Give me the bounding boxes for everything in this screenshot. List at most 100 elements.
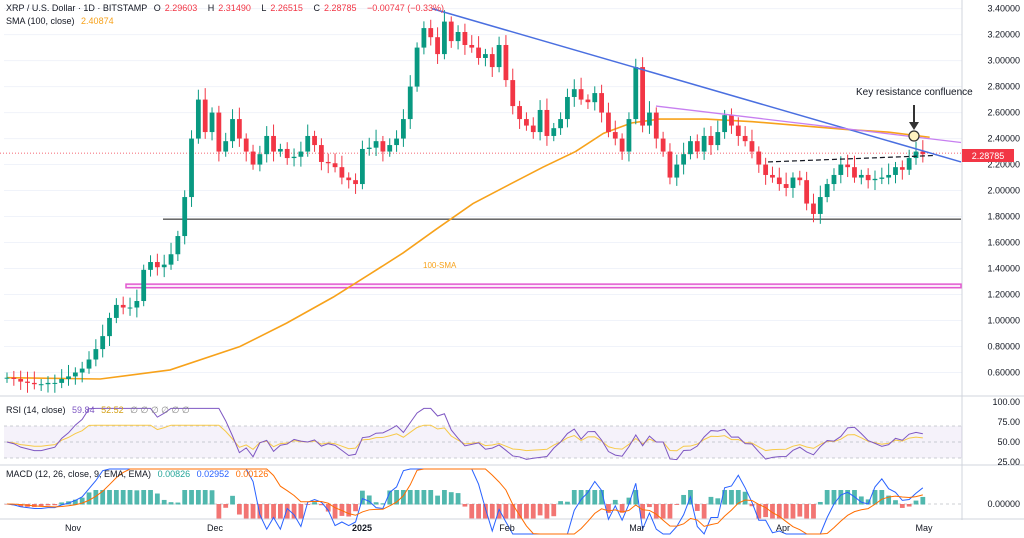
macd-hist-bar (489, 504, 495, 519)
neckline-dashed (767, 154, 936, 163)
candle-body (31, 382, 37, 385)
candle-body (640, 67, 646, 126)
candle-body (448, 21, 454, 42)
candle-body (790, 177, 796, 188)
macd-hist-bar (455, 493, 461, 505)
candle-body (524, 119, 529, 126)
change-value: −0.00747 (−0.33%) (367, 3, 445, 13)
candle-body (100, 336, 106, 350)
candle-body (4, 377, 10, 379)
macd-hist-bar (148, 490, 153, 505)
macd-hist-bar (742, 491, 748, 505)
macd-hist-bar (141, 490, 147, 505)
y-tick-label: 1.40000 (987, 264, 1020, 274)
candle-body (858, 174, 864, 178)
rsi-ma-line (6, 424, 923, 452)
macd-hist-bar (312, 502, 317, 505)
y-tick-label: 3.00000 (987, 56, 1020, 66)
macd-hist-bar (626, 497, 632, 505)
candle-body (804, 180, 810, 204)
rsi-tick-label: 50.00 (997, 437, 1020, 447)
candle-body (455, 31, 461, 42)
candle-body (776, 177, 782, 185)
rsi-line (6, 407, 923, 461)
candle-body (571, 89, 577, 97)
candle-body (236, 119, 242, 139)
macd-hist-bar (216, 504, 222, 519)
macd-legend-label: MACD (12, 26, close, 9, EMA, EMA) (6, 469, 152, 479)
macd-hist-bar (346, 504, 352, 517)
macd-hist-bar (154, 493, 160, 505)
candle-body (189, 138, 194, 198)
macd-hist-bar (18, 504, 24, 507)
x-tick-label: May (915, 523, 933, 533)
rsi-ma-value: 52.52 (101, 405, 124, 415)
candle-body (599, 93, 604, 113)
candle-body (243, 138, 249, 152)
candle-body (647, 112, 652, 126)
macd-hist-bar (264, 504, 270, 519)
candle-body (346, 177, 352, 181)
candle-body (517, 106, 522, 120)
macd-hist-bar (401, 490, 406, 505)
candle-body (681, 154, 687, 165)
candle-body (469, 44, 475, 48)
macd-line-value: 0.02952 (196, 469, 230, 479)
macd-hist-bar (715, 498, 721, 505)
candle-body (811, 203, 816, 214)
candle-body (920, 151, 926, 155)
candle-body (332, 163, 338, 168)
macd-hist-bar (763, 504, 769, 518)
candle-body (18, 379, 24, 382)
macd-hist-bar (250, 504, 256, 519)
macd-hist-bar (38, 504, 44, 507)
candle-body (257, 154, 263, 165)
candle-body (168, 254, 174, 265)
macd-hist-bar (161, 499, 167, 505)
macd-hist-bar (305, 504, 311, 505)
macd-hist-bar (756, 504, 762, 519)
candle-body (407, 86, 413, 120)
macd-hist-bar (407, 490, 413, 505)
candle-body (619, 138, 625, 152)
candle-body (763, 164, 769, 175)
macd-hist-bar (284, 504, 290, 519)
macd-hist-bar (277, 504, 283, 519)
macd-hist-bar (448, 492, 454, 505)
close-value: 2.28785 (323, 3, 357, 13)
candle-body (442, 21, 447, 55)
x-tick-label: Apr (776, 523, 790, 533)
low-value: 2.26515 (270, 3, 303, 13)
macd-hist-bar (496, 504, 502, 519)
last-price-badge (962, 149, 1014, 162)
rsi-tick-label: 75.00 (997, 417, 1020, 427)
candle-body (93, 349, 99, 360)
candle-body (216, 112, 222, 152)
arrow-head-icon (909, 122, 919, 130)
high-value: 2.31490 (218, 3, 251, 13)
y-tick-label: 1.00000 (987, 316, 1020, 326)
macd-hist-bar (770, 504, 775, 519)
candle-body (913, 151, 919, 159)
descending-trendline (431, 7, 962, 163)
candle-body (667, 151, 673, 178)
candle-body (694, 141, 700, 152)
sma-tag-label: 100-SMA (423, 261, 457, 270)
macd-hist-bar (811, 504, 816, 519)
candle-body (653, 112, 659, 139)
candle-body (612, 132, 618, 139)
macd-hist-bar (530, 504, 536, 519)
candle-body (66, 376, 71, 380)
macd-hist-bar (906, 504, 912, 507)
macd-hist-bar (168, 502, 174, 505)
candle-body (749, 141, 755, 152)
sma-legend-value: 2.40874 (81, 16, 114, 26)
candle-body (558, 119, 563, 129)
x-tick-label: 2025 (352, 523, 372, 533)
candle-body (893, 167, 898, 175)
candle-body (606, 112, 611, 133)
candle-body (729, 115, 734, 126)
candle-body (783, 184, 789, 188)
macd-hist-bar (339, 504, 345, 516)
